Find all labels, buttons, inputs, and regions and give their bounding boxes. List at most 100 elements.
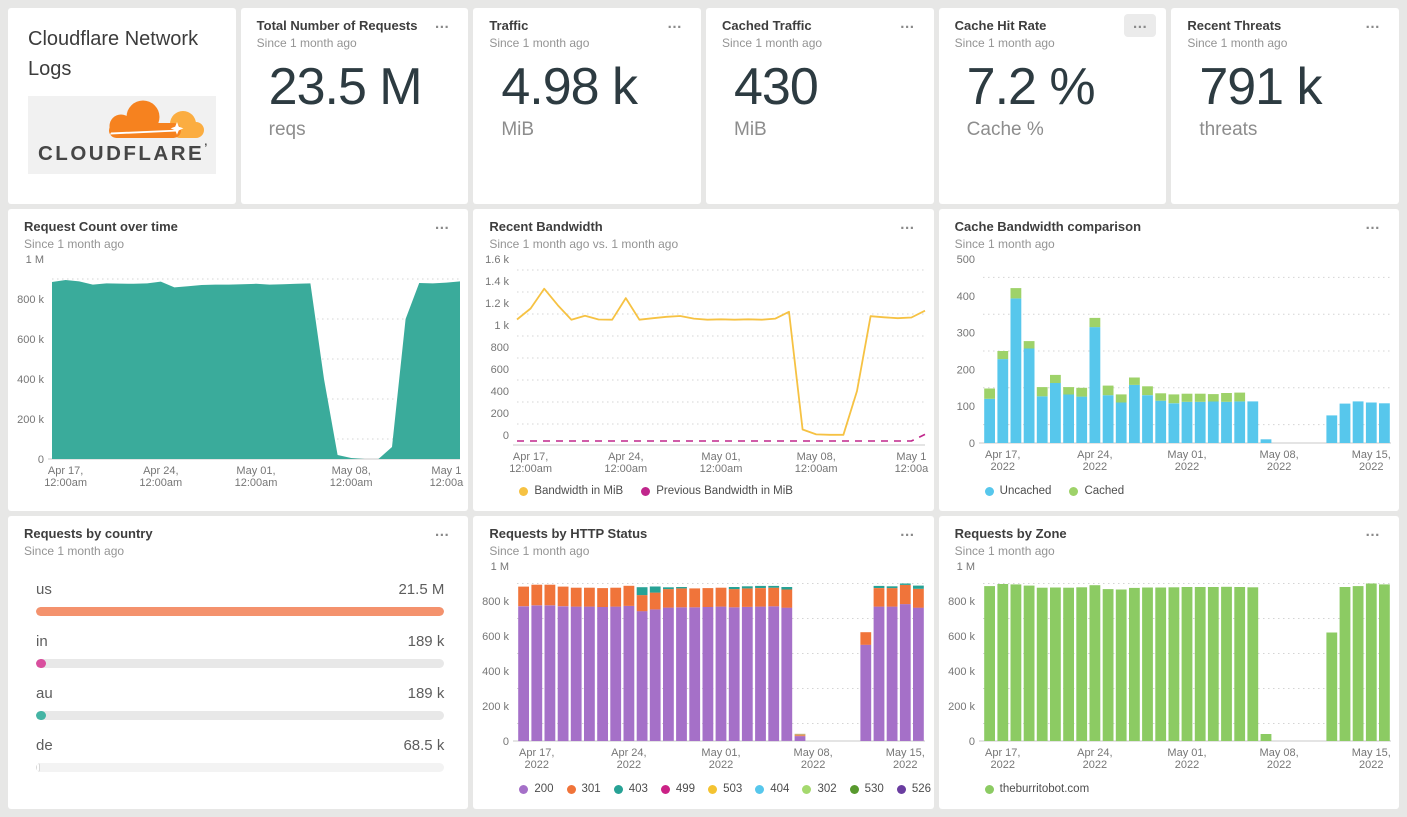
svg-text:400: 400: [491, 386, 509, 398]
legend-item[interactable]: 404: [755, 783, 789, 795]
panel-menu-button[interactable]: …: [434, 216, 451, 233]
panel-menu-button[interactable]: …: [1124, 14, 1157, 37]
panel-subtitle: Since 1 month ago: [954, 237, 1055, 251]
panel-cache-bandwidth: Cache Bandwidth comparison Since 1 month…: [938, 209, 1399, 511]
panel-subtitle: Since 1 month ago vs. 1 month ago: [489, 237, 679, 251]
recent-bandwidth-chart[interactable]: 1.6 k 1.4 k 1.2 k 1 k 800 600 400 200 0 Apr 17, 12…: [473, 251, 933, 479]
panel-menu-button[interactable]: …: [1365, 15, 1381, 32]
svg-text:Apr 17,12:00am: Apr 17, 12:00am: [44, 465, 87, 489]
country-label: in: [36, 633, 48, 650]
svg-text:May 08,12:00am: May 08, 12:00am: [330, 465, 373, 489]
http-status-chart[interactable]: 1 M 800 k 600 k 400 k 200 k 0 Apr 17, 2022 Apr 2…: [473, 558, 933, 777]
legend-item[interactable]: 499: [660, 783, 696, 795]
stat-value: 4.98 k: [501, 58, 638, 116]
country-label: de: [36, 737, 53, 754]
panel-menu-button[interactable]: …: [899, 216, 916, 233]
panel-menu-button[interactable]: …: [1365, 216, 1381, 233]
panel-recent-threats: Recent Threats Since 1 month ago … 791 k…: [1171, 8, 1399, 204]
panel-menu-button[interactable]: …: [1365, 523, 1381, 540]
legend-label: theburritobot.com: [999, 783, 1090, 795]
legend-item[interactable]: Bandwidth in MiB: [519, 485, 623, 497]
svg-text:200 k: 200 k: [948, 701, 975, 713]
panel-menu-button[interactable]: …: [434, 15, 451, 32]
svg-text:Apr 24,2022: Apr 24, 2022: [1077, 747, 1112, 771]
legend-item[interactable]: 503: [708, 783, 742, 795]
svg-text:800 k: 800 k: [948, 596, 975, 608]
panel-title: Requests by HTTP Status: [489, 526, 648, 541]
svg-text:Apr 17,12:00am: Apr 17, 12:00am: [510, 451, 553, 475]
svg-text:800 k: 800 k: [17, 294, 44, 306]
panel-title: Cache Bandwidth comparison: [954, 219, 1142, 234]
svg-text:600: 600: [491, 364, 509, 376]
country-bar-fill: [36, 659, 46, 668]
legend-item[interactable]: theburritobot.com: [984, 783, 1090, 795]
legend-item[interactable]: 301: [566, 783, 601, 795]
panel-traffic: Traffic Since 1 month ago … 4.98 k MiB: [473, 8, 701, 204]
svg-text:0: 0: [38, 454, 44, 466]
chart-legend: Bandwidth in MiB Previous Bandwidth in Mi…: [473, 479, 933, 511]
country-bar-track: [36, 711, 445, 720]
panel-requests-by-country: Requests by country Since 1 month ago … …: [8, 516, 469, 809]
legend-label: Cached: [1084, 485, 1125, 497]
country-value: 189 k: [407, 685, 445, 702]
panel-request-count: Request Count over time Since 1 month ag…: [8, 209, 469, 511]
svg-text:1.6 k: 1.6 k: [485, 254, 509, 266]
legend-dot-icon: [1069, 486, 1079, 496]
cache-bandwidth-chart[interactable]: 500 400 300 200 100 0 Apr 17, 2022 Apr 24, 2022 Ma…: [939, 251, 1399, 479]
svg-text:1 M: 1 M: [26, 254, 44, 266]
legend-item[interactable]: Uncached: [984, 485, 1052, 497]
svg-text:May 01,2022: May 01, 2022: [1167, 747, 1206, 771]
country-row-us: us 21.5 M: [8, 581, 468, 616]
svg-text:400 k: 400 k: [482, 666, 509, 678]
svg-text:800: 800: [491, 342, 509, 354]
country-value: 189 k: [407, 633, 445, 650]
svg-text:Apr 24,2022: Apr 24, 2022: [1077, 449, 1112, 473]
legend-item[interactable]: 302: [802, 783, 837, 795]
svg-text:Apr 17,2022: Apr 17, 2022: [985, 747, 1020, 771]
svg-text:0: 0: [503, 736, 509, 748]
country-bar-fill: [36, 763, 40, 772]
svg-text:0: 0: [503, 430, 509, 442]
svg-text:Apr 17,2022: Apr 17, 2022: [519, 747, 554, 771]
country-row-au: au 189 k: [8, 685, 468, 720]
cloudflare-wordmark: CLOUDFLARE’: [38, 142, 208, 165]
legend-item[interactable]: Cached: [1069, 485, 1124, 497]
legend-item[interactable]: 200: [519, 783, 554, 795]
legend-label: 499: [675, 783, 696, 795]
legend-item[interactable]: 403: [613, 783, 648, 795]
stat-unit: Cache %: [966, 118, 1044, 140]
panel-title: Cached Traffic: [722, 18, 812, 33]
svg-text:1 k: 1 k: [495, 320, 510, 332]
legend-dot-icon: [519, 784, 529, 794]
stat-value: 430: [734, 58, 819, 116]
legend-item[interactable]: 530: [849, 783, 884, 795]
stat-value: 791 k: [1199, 58, 1322, 116]
svg-text:Apr 24,2022: Apr 24, 2022: [611, 747, 646, 771]
legend-label: 200: [534, 783, 554, 795]
svg-text:300: 300: [956, 328, 974, 340]
request-count-chart[interactable]: 1 M 800 k 600 k 400 k 200 k 0 Apr 17, 12:00am Ap…: [8, 251, 468, 495]
panel-subtitle: Since 1 month ago: [489, 544, 590, 558]
legend-dot-icon: [802, 784, 812, 794]
legend-label: Uncached: [999, 485, 1052, 497]
panel-menu-button[interactable]: …: [667, 15, 683, 32]
cloudflare-logo: CLOUDFLARE’: [28, 96, 216, 174]
panel-menu-button[interactable]: …: [899, 15, 916, 32]
legend-dot-icon: [849, 784, 859, 794]
panel-title: Traffic: [489, 18, 529, 33]
zone-chart[interactable]: 1 M 800 k 600 k 400 k 200 k 0 Apr 17, 2022 Apr 2…: [939, 558, 1399, 777]
svg-text:May 112:00a: May 1 12:00a: [895, 451, 930, 475]
svg-text:1 M: 1 M: [956, 561, 974, 573]
legend-item[interactable]: Previous Bandwidth in MiB: [641, 485, 793, 497]
legend-label: 403: [628, 783, 648, 795]
legend-item[interactable]: 526: [896, 783, 931, 795]
svg-text:May 15,2022: May 15, 2022: [1351, 747, 1390, 771]
svg-text:0: 0: [969, 736, 975, 748]
panel-cached-traffic: Cached Traffic Since 1 month ago … 430 M…: [706, 8, 934, 204]
svg-text:1.4 k: 1.4 k: [485, 276, 509, 288]
panel-subtitle: Since 1 month ago: [954, 36, 1055, 50]
panel-menu-button[interactable]: …: [434, 523, 451, 540]
panel-title: Recent Threats: [1187, 18, 1282, 33]
panel-menu-button[interactable]: …: [899, 523, 916, 540]
svg-text:0: 0: [969, 438, 975, 450]
